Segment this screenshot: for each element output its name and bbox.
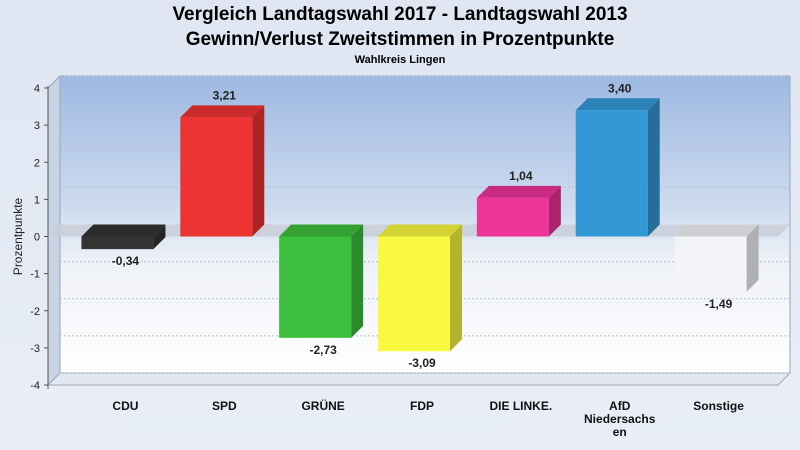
data-label: -3,09 [408, 356, 436, 370]
bar-side [252, 105, 265, 237]
bar-side [548, 185, 561, 237]
x-tick-label: Sonstige [693, 399, 744, 413]
bar-marks: -0,34 CDU 3,21 SPD -2,73 GRÜNE -3,09 FDP 1,04 DIE… [81, 81, 759, 439]
bar-top [81, 224, 166, 237]
y-tick-label: 4 [34, 83, 40, 95]
x-tick-label: DIE LINKE. [490, 399, 553, 413]
x-tick-label: Niedersachs [584, 412, 656, 426]
y-tick-label: 1 [34, 194, 40, 206]
bar-front [575, 110, 648, 237]
plot-floor [46, 372, 792, 386]
x-tick-label: CDU [112, 399, 138, 413]
chart-title: Vergleich Landtagswahl 2017 - Landtagswa… [172, 4, 628, 25]
bar [81, 224, 166, 250]
x-tick-label: SPD [212, 399, 237, 413]
y-tick-label: 0 [34, 232, 40, 244]
bar-front [476, 197, 549, 237]
bar-front [279, 236, 352, 338]
bar-side [351, 224, 364, 338]
bar-side [647, 98, 660, 237]
chart-subtitle: Gewinn/Verlust Zweitstimmen in Prozentpu… [185, 29, 615, 50]
bar-top [378, 224, 462, 237]
x-tick-label: GRÜNE [301, 398, 344, 413]
x-tick-label: FDP [410, 399, 434, 413]
chart-subtitle-2: Wahlkreis Lingen [354, 54, 446, 66]
y-tick-label: -1 [30, 269, 40, 281]
data-label: -0,34 [112, 254, 140, 268]
y-axis-title: Prozentpunkte [11, 197, 25, 275]
bar-side [746, 224, 759, 292]
bar-top [575, 98, 660, 111]
bar [378, 224, 462, 352]
data-label: -1,49 [705, 297, 733, 311]
y-tick-label: -2 [30, 306, 40, 318]
bar-top [476, 185, 561, 198]
x-tick-label: en [613, 425, 627, 439]
bar [476, 185, 561, 237]
bar-front [674, 236, 747, 292]
data-label: 1,04 [509, 169, 533, 183]
bar-top [180, 105, 265, 118]
data-label: -2,73 [309, 343, 337, 357]
bar [279, 224, 364, 338]
bar [575, 98, 660, 237]
bar-top [674, 224, 759, 237]
y-tick-label: 2 [34, 157, 40, 169]
data-label: 3,21 [213, 88, 237, 102]
bar-front [378, 236, 450, 352]
bar-front [180, 117, 253, 237]
y-tick-label: -4 [30, 380, 40, 392]
y-tick-label: -3 [30, 343, 40, 355]
bar-front [81, 236, 154, 250]
data-label: 3,40 [608, 81, 632, 95]
bar-top [279, 224, 364, 237]
bar [674, 224, 759, 292]
bar [180, 105, 265, 237]
y-tick-label: 3 [34, 120, 40, 132]
x-tick-label: AfD [609, 399, 631, 413]
bar-side [153, 224, 166, 250]
bar-side [450, 224, 462, 352]
